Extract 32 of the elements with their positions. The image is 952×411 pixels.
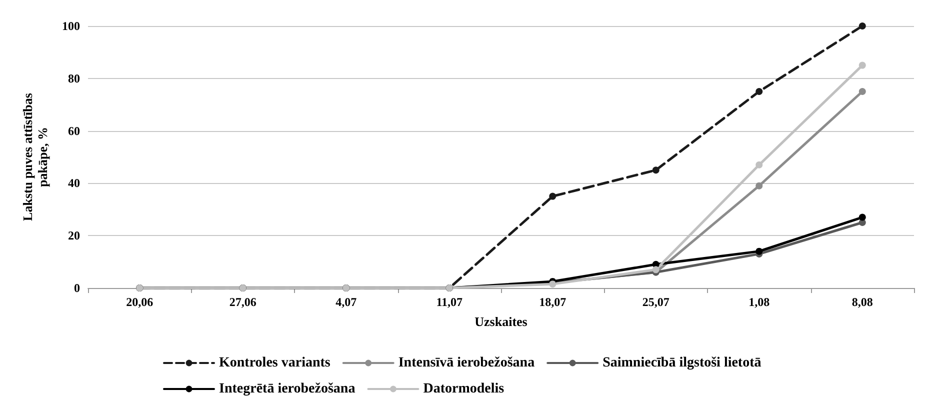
- y-tick-label: 0: [74, 281, 80, 295]
- y-tick-label: 20: [68, 228, 80, 243]
- y-axis-title: Lakstu puves attīstības pakāpe, %: [20, 93, 50, 221]
- legend-label: Intensīvā ierobežošana: [398, 356, 535, 370]
- x-tick-label: 20,06: [126, 295, 154, 309]
- point: [858, 22, 866, 30]
- point: [652, 166, 660, 174]
- x-axis-title: Uzskaites: [474, 314, 528, 329]
- y-tick-label: 60: [68, 124, 80, 138]
- y-tick-label: 80: [68, 71, 80, 86]
- x-tick-label: 8,08: [852, 295, 873, 309]
- x-tick-label: 25,07: [642, 295, 670, 309]
- point: [858, 88, 866, 95]
- legend-label: Datormodelis: [423, 382, 505, 396]
- x-tick-label: 27,06: [229, 295, 256, 309]
- legend-label: Integrētā ierobežošana: [219, 382, 356, 396]
- point: [549, 192, 556, 200]
- point: [652, 266, 660, 274]
- legend-label: Saimniecībā ilgstoši lietotā: [602, 356, 762, 370]
- x-tick-label: 11,07: [436, 295, 463, 309]
- point: [756, 88, 763, 95]
- point: [756, 182, 763, 190]
- x-tick-label: 4,07: [336, 295, 357, 309]
- point: [858, 214, 866, 221]
- legend-label: Kontroles variants: [219, 356, 331, 370]
- x-tick-label: 1,08: [748, 295, 770, 309]
- point: [756, 248, 763, 255]
- y-tick-label: 40: [68, 176, 80, 190]
- y-tick-label: 100: [62, 19, 80, 33]
- point: [858, 62, 866, 69]
- point: [756, 161, 763, 168]
- x-tick-label: 18,07: [539, 295, 566, 309]
